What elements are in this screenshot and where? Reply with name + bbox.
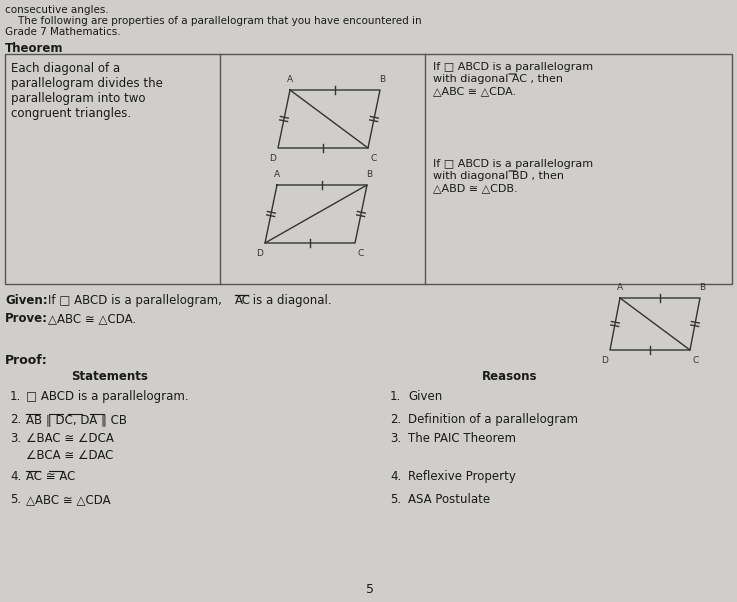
Bar	[5, 54, 732, 284]
Text: AC: AC	[235, 294, 251, 307]
Text: 5.: 5.	[390, 493, 401, 506]
Text: ∠BCA ≅ ∠DAC: ∠BCA ≅ ∠DAC	[26, 449, 113, 462]
Text: The PAIC Theorem: The PAIC Theorem	[408, 432, 516, 445]
Text: Proof:: Proof:	[5, 354, 48, 367]
Text: B: B	[379, 75, 385, 84]
Text: with diagonal AC , then: with diagonal AC , then	[433, 74, 563, 84]
Text: D: D	[269, 154, 276, 163]
Text: Grade 7 Mathematics.: Grade 7 Mathematics.	[5, 27, 121, 37]
Text: 3.: 3.	[10, 432, 21, 445]
Text: 3.: 3.	[390, 432, 401, 445]
Text: The following are properties of a parallelogram that you have encountered in: The following are properties of a parall…	[5, 16, 422, 26]
Text: Theorem: Theorem	[5, 42, 63, 55]
Text: △ABC ≅ △CDA.: △ABC ≅ △CDA.	[433, 86, 516, 96]
Text: is a diagonal.: is a diagonal.	[249, 294, 332, 307]
Text: 2.: 2.	[10, 413, 21, 426]
Text: with diagonal BD , then: with diagonal BD , then	[433, 171, 564, 181]
Text: 1.: 1.	[10, 390, 21, 403]
Text: 5.: 5.	[10, 493, 21, 506]
Text: C: C	[371, 154, 377, 163]
Text: C: C	[693, 356, 699, 365]
Text: 4.: 4.	[390, 470, 401, 483]
Text: AC ≅ AC: AC ≅ AC	[26, 470, 75, 483]
Text: Reflexive Property: Reflexive Property	[408, 470, 516, 483]
Text: ∠BAC ≅ ∠DCA: ∠BAC ≅ ∠DCA	[26, 432, 114, 445]
Text: C: C	[358, 249, 364, 258]
Text: 1.: 1.	[390, 390, 401, 403]
Text: D: D	[601, 356, 608, 365]
Text: Prove:: Prove:	[5, 312, 48, 325]
Text: B: B	[366, 170, 372, 179]
Text: ASA Postulate: ASA Postulate	[408, 493, 490, 506]
Text: 2.: 2.	[390, 413, 401, 426]
Text: A: A	[287, 75, 293, 84]
Text: 4.: 4.	[10, 470, 21, 483]
Text: Reasons: Reasons	[482, 370, 538, 383]
Text: Each diagonal of a
parallelogram divides the
parallelogram into two
congruent tr: Each diagonal of a parallelogram divides…	[11, 62, 163, 120]
Text: A: A	[274, 170, 280, 179]
Text: If □ ABCD is a parallelogram,: If □ ABCD is a parallelogram,	[48, 294, 222, 307]
Text: Statements: Statements	[71, 370, 148, 383]
Text: △ABC ≅ △CDA: △ABC ≅ △CDA	[26, 493, 111, 506]
Text: □ ABCD is a parallelogram.: □ ABCD is a parallelogram.	[26, 390, 189, 403]
Text: △ABD ≅ △CDB.: △ABD ≅ △CDB.	[433, 183, 517, 193]
Text: A: A	[617, 283, 623, 292]
Text: △ABC ≅ △CDA.: △ABC ≅ △CDA.	[48, 312, 136, 325]
Text: consecutive angles.: consecutive angles.	[5, 5, 109, 15]
Text: If □ ABCD is a parallelogram: If □ ABCD is a parallelogram	[433, 159, 593, 169]
Text: AB ∥ DC, DA ∥ CB: AB ∥ DC, DA ∥ CB	[26, 413, 127, 426]
Text: If □ ABCD is a parallelogram: If □ ABCD is a parallelogram	[433, 62, 593, 72]
Text: 5: 5	[366, 583, 374, 596]
Text: D: D	[256, 249, 263, 258]
Text: B: B	[699, 283, 705, 292]
Text: Definition of a parallelogram: Definition of a parallelogram	[408, 413, 578, 426]
Text: Given: Given	[408, 390, 442, 403]
Text: Given:: Given:	[5, 294, 48, 307]
